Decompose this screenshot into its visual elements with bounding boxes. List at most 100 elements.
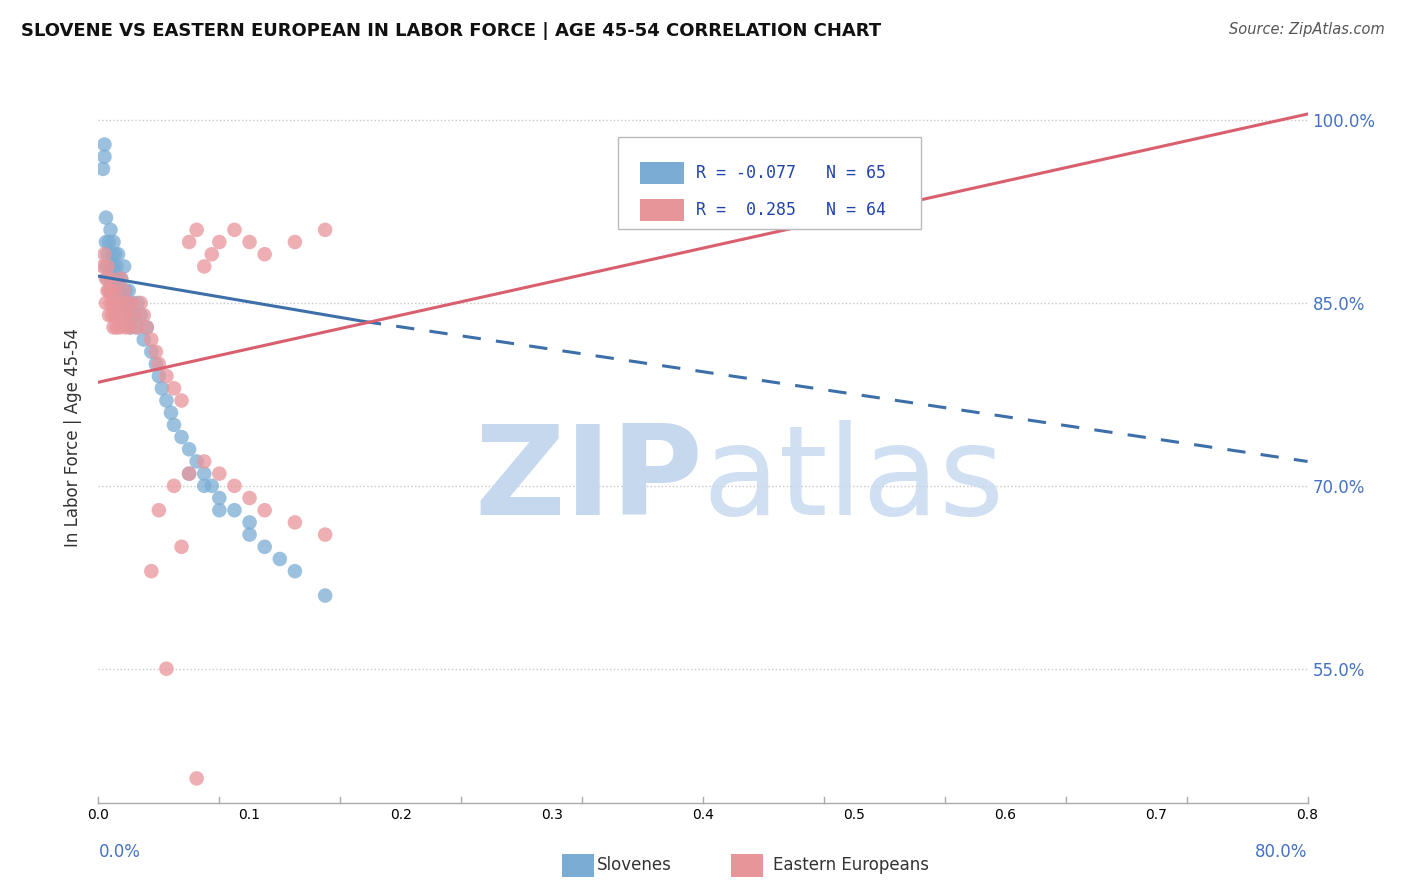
Point [108, 320, 131, 334]
Point [186, 454, 208, 468]
Point [253, 503, 276, 517]
Text: 0.0%: 0.0% [98, 843, 141, 861]
Point [104, 271, 127, 285]
Point [115, 296, 138, 310]
Point [107, 308, 129, 322]
Point [94, 211, 117, 225]
Point [148, 503, 170, 517]
Point [253, 247, 276, 261]
Point [135, 320, 157, 334]
Text: ZIP: ZIP [474, 420, 703, 541]
Point [104, 308, 127, 322]
Point [155, 393, 177, 408]
Point [253, 540, 276, 554]
Point [160, 406, 183, 420]
Point [118, 308, 141, 322]
FancyBboxPatch shape [619, 137, 921, 228]
Point [179, 467, 201, 481]
Text: 80.0%: 80.0% [1256, 843, 1308, 861]
Point [186, 223, 208, 237]
Point [155, 662, 177, 676]
Point [101, 284, 124, 298]
Point [148, 357, 170, 371]
Point [98, 308, 121, 322]
Point [208, 235, 231, 249]
Point [121, 296, 143, 310]
Text: Eastern Europeans: Eastern Europeans [772, 856, 928, 874]
Point [114, 320, 136, 334]
Point [314, 527, 336, 541]
Point [105, 284, 128, 298]
Point [110, 296, 132, 310]
Point [224, 479, 246, 493]
Point [208, 491, 231, 505]
Point [107, 271, 129, 285]
Point [96, 284, 118, 298]
Point [110, 271, 132, 285]
FancyBboxPatch shape [561, 854, 593, 878]
Point [103, 235, 125, 249]
Point [105, 260, 128, 274]
Text: SLOVENE VS EASTERN EUROPEAN IN LABOR FORCE | AGE 45-54 CORRELATION CHART: SLOVENE VS EASTERN EUROPEAN IN LABOR FOR… [21, 22, 882, 40]
Point [94, 271, 117, 285]
Point [193, 454, 215, 468]
Point [91, 260, 114, 274]
Point [239, 235, 262, 249]
Point [100, 260, 122, 274]
Text: atlas: atlas [703, 420, 1005, 541]
Point [150, 381, 173, 395]
Point [201, 247, 224, 261]
Point [132, 333, 155, 347]
FancyBboxPatch shape [640, 162, 683, 184]
Point [118, 308, 141, 322]
Point [103, 260, 125, 274]
Point [193, 467, 215, 481]
Point [284, 516, 307, 530]
Point [193, 479, 215, 493]
Point [201, 479, 224, 493]
Point [125, 320, 148, 334]
Point [239, 516, 262, 530]
Point [118, 284, 141, 298]
Y-axis label: In Labor Force | Age 45-54: In Labor Force | Age 45-54 [65, 327, 83, 547]
Text: R = -0.077   N = 65: R = -0.077 N = 65 [696, 164, 886, 182]
Point [163, 381, 186, 395]
Point [121, 296, 143, 310]
Point [93, 247, 115, 261]
FancyBboxPatch shape [731, 854, 763, 878]
Point [96, 247, 118, 261]
Point [101, 247, 124, 261]
Point [269, 552, 291, 566]
Point [107, 247, 129, 261]
Point [145, 344, 167, 359]
Point [163, 479, 186, 493]
Point [103, 296, 125, 310]
Point [129, 308, 152, 322]
Point [127, 320, 149, 334]
Point [314, 223, 336, 237]
Point [179, 442, 201, 457]
Point [96, 260, 118, 274]
Point [111, 284, 134, 298]
Point [170, 430, 193, 444]
Point [103, 284, 125, 298]
Point [145, 357, 167, 371]
Point [314, 589, 336, 603]
Point [135, 320, 157, 334]
Point [110, 271, 132, 285]
Point [208, 467, 231, 481]
Point [193, 260, 215, 274]
Point [101, 308, 124, 322]
Point [120, 320, 142, 334]
Point [115, 296, 138, 310]
Point [124, 308, 146, 322]
Point [114, 308, 136, 322]
Point [94, 235, 117, 249]
Point [127, 296, 149, 310]
Point [224, 223, 246, 237]
Point [104, 284, 127, 298]
Point [120, 320, 142, 334]
Point [163, 417, 186, 432]
Point [122, 308, 145, 322]
Point [239, 491, 262, 505]
